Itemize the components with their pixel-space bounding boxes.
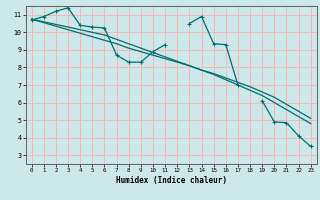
X-axis label: Humidex (Indice chaleur): Humidex (Indice chaleur) bbox=[116, 176, 227, 185]
